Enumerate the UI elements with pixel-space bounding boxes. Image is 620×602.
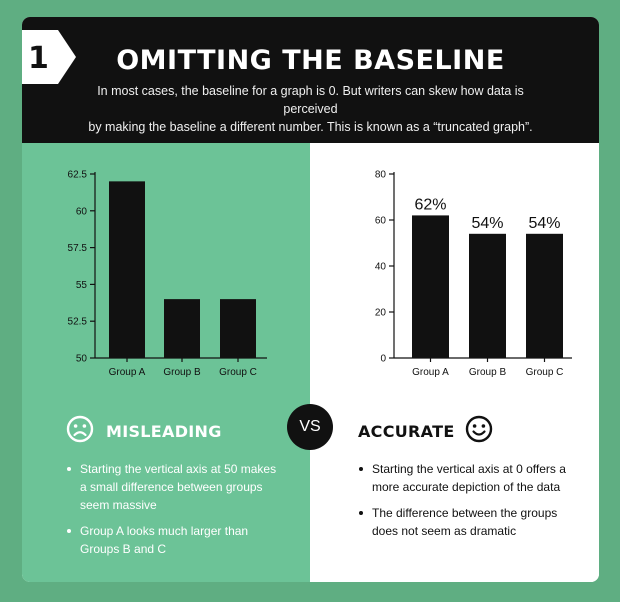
misleading-panel	[22, 143, 310, 582]
page-title: OMITTING THE BASELINE	[116, 45, 505, 76]
y-tick-label: 50	[76, 354, 88, 365]
x-tick-label: Group A	[412, 367, 449, 378]
y-tick-label: 62.5	[68, 170, 88, 181]
y-tick-label: 55	[76, 280, 88, 291]
data-label: 62%	[414, 196, 446, 213]
bar-group-b	[469, 233, 506, 358]
header-banner: 1 OMITTING THE BASELINE In most cases, t…	[22, 17, 599, 143]
misleading-label: MISLEADING	[106, 421, 222, 441]
accurate-heading: ACCURATE	[358, 415, 493, 447]
data-label: 54%	[471, 215, 503, 232]
y-tick-label: 52.5	[68, 317, 88, 328]
y-tick-label: 40	[375, 262, 387, 273]
y-tick-label: 80	[375, 170, 387, 181]
x-tick-label: Group C	[526, 367, 564, 378]
y-tick-label: 20	[375, 308, 387, 319]
subtitle-line-2: by making the baseline a different numbe…	[88, 120, 533, 134]
bar-group-a	[109, 181, 145, 358]
list-item: Starting the vertical axis at 0 offers a…	[358, 460, 576, 496]
bar-group-c	[526, 233, 563, 358]
data-label: 54%	[528, 215, 560, 232]
list-item: Starting the vertical axis at 50 makes a…	[66, 460, 284, 514]
y-tick-label: 57.5	[68, 243, 88, 254]
list-item: Group A looks much larger than Groups B …	[66, 522, 284, 558]
accurate-bullets: Starting the vertical axis at 0 offers a…	[358, 460, 576, 548]
accurate-panel	[310, 143, 599, 582]
bar-group-b	[164, 299, 200, 358]
bar-group-c	[220, 299, 256, 358]
x-tick-label: Group C	[219, 367, 257, 378]
y-tick-label: 60	[375, 216, 387, 227]
x-tick-label: Group A	[109, 367, 146, 378]
number-badge: 1	[22, 30, 76, 84]
bar-group-a	[412, 215, 449, 358]
misleading-bullets: Starting the vertical axis at 50 makes a…	[66, 460, 284, 566]
truncated-bar-chart: 50 52.5 55 57.5 60 62.5 Group A Group B Group C	[68, 170, 267, 378]
infographic-card: 1 OMITTING THE BASELINE In most cases, t…	[22, 17, 599, 582]
accurate-label: ACCURATE	[358, 421, 455, 441]
x-tick-label: Group B	[163, 367, 201, 378]
subtitle-line-1: In most cases, the baseline for a graph …	[97, 84, 524, 116]
y-tick-label: 60	[76, 206, 88, 217]
misleading-heading: MISLEADING	[66, 415, 222, 447]
number-badge-text: 1	[28, 41, 49, 76]
page-subtitle: In most cases, the baseline for a graph …	[72, 82, 549, 136]
vs-badge: VS	[287, 404, 333, 450]
happy-face-icon	[465, 415, 493, 447]
list-item: The difference between the groups does n…	[358, 504, 576, 540]
sad-face-icon	[66, 415, 94, 447]
y-tick-label: 0	[380, 354, 386, 365]
x-tick-label: Group B	[469, 367, 507, 378]
accurate-bar-chart: 0 20 40 60 80 Group A 62% Group B 54% Group C 54%	[375, 170, 572, 378]
